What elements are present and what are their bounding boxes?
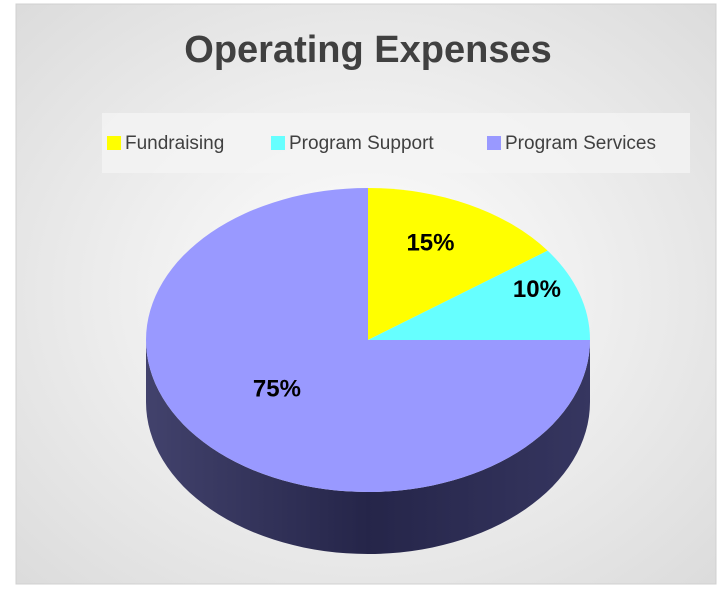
data-label: 15% [406,229,454,256]
legend-label: Program Services [505,133,656,154]
legend-swatch [107,136,121,150]
data-label: 10% [513,276,561,303]
data-label: 75% [253,376,301,403]
slice [146,188,590,492]
legend-box [102,113,690,173]
legend-swatch [271,136,285,150]
legend-label: Program Support [289,133,434,154]
slice [368,188,548,340]
slice-side [146,340,590,554]
legend-swatch [487,136,501,150]
legend-label: Fundraising [125,133,224,154]
slice [368,250,590,340]
chart-title: Operating Expenses [184,29,551,71]
